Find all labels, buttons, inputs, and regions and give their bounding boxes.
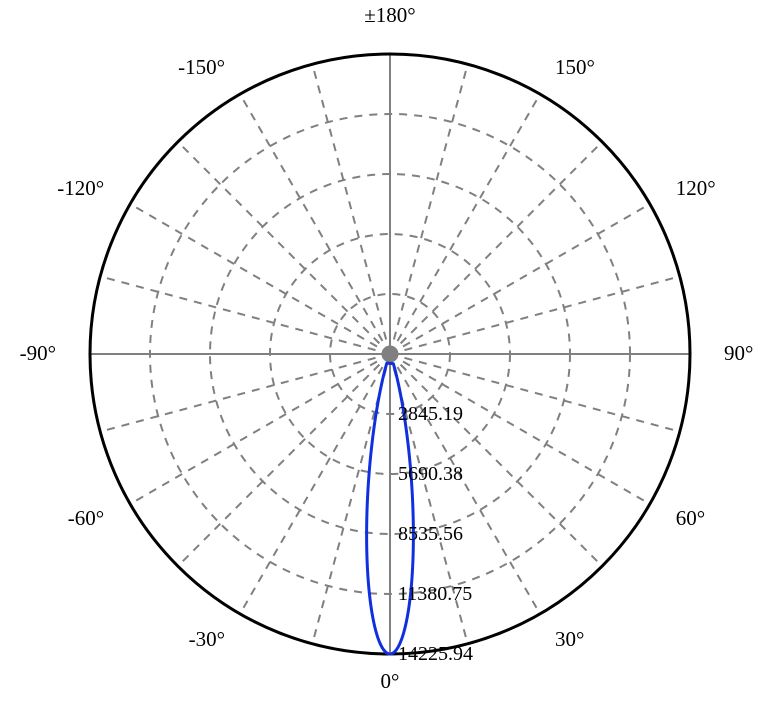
radial-tick-label: 5690.38 [398,463,463,485]
grid-spoke [390,276,680,354]
polar-chart: 2845.19 5690.38 8535.56 11380.75 14225.94 ±1… [0,0,780,715]
grid-spoke [130,354,390,504]
angle-tick-label: ±180° [364,3,415,27]
grid-spoke [390,64,468,354]
angle-tick-label: 120° [676,176,716,200]
radial-tick-label: 2845.19 [398,403,463,425]
polar-axes [90,54,690,654]
radial-tick-label: 14225.94 [398,643,473,665]
grid-spoke [178,354,390,566]
angle-tick-label: 90° [724,341,753,365]
angle-tick-label: -120° [57,176,104,200]
angle-tick-label: -60° [68,506,104,530]
angle-tick-label: -30° [189,627,225,651]
grid-spoke [178,142,390,354]
angle-tick-label: 150° [555,55,595,79]
grid-spoke [130,204,390,354]
angle-tick-label: 60° [676,506,705,530]
radial-tick-label: 8535.56 [398,523,463,545]
angle-tick-label: -150° [178,55,225,79]
angle-tick-label: -90° [20,341,56,365]
grid-spoke [312,64,390,354]
center-dot [382,346,398,362]
grid-spoke [240,94,390,354]
grid-spoke [100,276,390,354]
angle-tick-label: 0° [381,669,400,693]
radial-tick-label: 11380.75 [398,583,472,605]
angle-tick-label: 30° [555,627,584,651]
grid-spoke [390,142,602,354]
grid-spoke [390,204,650,354]
grid-spoke [390,94,540,354]
grid-spoke [100,354,390,432]
